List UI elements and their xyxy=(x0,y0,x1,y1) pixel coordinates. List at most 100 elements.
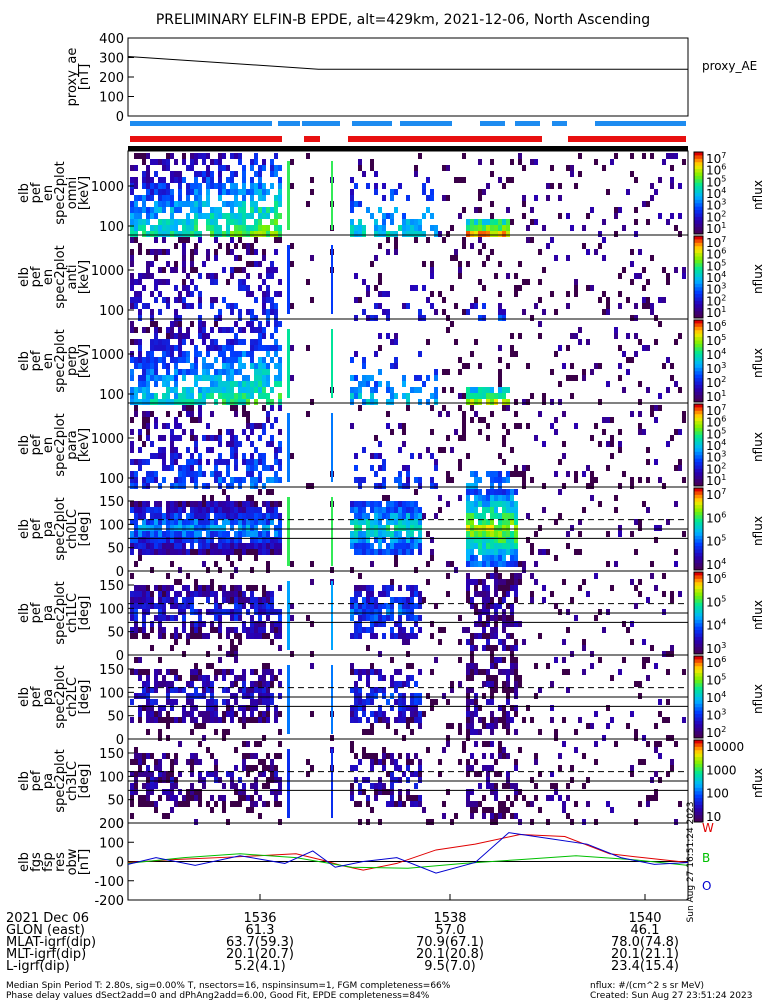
spec-cell xyxy=(222,297,226,303)
spec-cell xyxy=(350,531,354,537)
spec-cell xyxy=(590,495,594,501)
spec-cell xyxy=(278,399,282,405)
spec-cell xyxy=(182,705,186,711)
spec-cell xyxy=(262,159,266,165)
info-row-value-0-2: 1540 xyxy=(628,911,661,926)
spec-cell xyxy=(354,603,358,609)
spec-cell xyxy=(238,255,242,261)
spec-cell xyxy=(354,375,358,381)
spec-cell xyxy=(382,495,386,501)
colorbar-seg xyxy=(694,417,703,422)
spec-cell xyxy=(618,429,622,435)
spec-cell xyxy=(214,507,218,513)
colorbar-seg xyxy=(694,599,703,604)
spec-cell xyxy=(146,633,150,639)
spec-cell xyxy=(226,387,230,393)
spec-cell xyxy=(130,303,134,309)
spec-cell xyxy=(158,621,162,627)
spec-cell xyxy=(150,687,154,693)
spec-cell xyxy=(498,549,502,555)
spec-cell xyxy=(134,633,138,639)
spec-cell xyxy=(150,699,154,705)
spec-cell xyxy=(466,801,470,807)
spec-cell xyxy=(566,165,570,171)
spec-cell xyxy=(130,519,134,525)
spec-cell xyxy=(254,789,258,795)
spec-cell xyxy=(366,285,370,291)
colorbar-seg xyxy=(694,270,703,275)
spec-cell xyxy=(370,729,374,735)
spec-cell xyxy=(266,519,270,525)
spec-cell xyxy=(386,291,390,297)
spec-ylabel-7-3: spec2plot xyxy=(53,749,68,812)
spec-cell xyxy=(486,621,490,627)
spec-cell xyxy=(258,771,262,777)
spec-cell xyxy=(434,225,438,231)
spec-cell xyxy=(374,759,378,765)
spec-cell xyxy=(630,765,634,771)
spec-cell xyxy=(218,159,222,165)
spec-cell xyxy=(210,507,214,513)
spec-cell xyxy=(558,609,562,615)
spec-cell xyxy=(242,789,246,795)
colorbar-frame xyxy=(693,235,704,319)
spec-cell xyxy=(510,687,514,693)
spec-cell xyxy=(534,303,538,309)
spec-cell xyxy=(250,687,254,693)
spec-cell xyxy=(386,495,390,501)
spec-cell xyxy=(490,543,494,549)
spec-cell xyxy=(178,471,182,477)
spec-cell xyxy=(150,369,154,375)
spec-cell xyxy=(530,315,534,321)
spec-cell xyxy=(510,669,514,675)
spec-cell xyxy=(234,657,238,663)
spec-cell xyxy=(674,465,678,471)
spec-cell xyxy=(210,339,214,345)
spec-cell xyxy=(170,459,174,465)
spec-cell xyxy=(634,603,638,609)
footer: Median Spin Period T: 2.80s, sig=0.00% T… xyxy=(6,981,752,1000)
spec-cell xyxy=(490,597,494,603)
spec-cell xyxy=(434,375,438,381)
spec-cell xyxy=(470,663,474,669)
spec-cell xyxy=(206,633,210,639)
spec-cell xyxy=(378,603,382,609)
spec-cell xyxy=(278,537,282,543)
spec-cell xyxy=(190,291,194,297)
spec-cell xyxy=(210,609,214,615)
spec-cell xyxy=(162,249,166,255)
spec-cell xyxy=(274,339,278,345)
spec-cell xyxy=(198,711,202,717)
spec-ytick-label-3: 0 xyxy=(116,733,124,748)
spec-cell xyxy=(350,687,354,693)
spec-cell xyxy=(186,795,190,801)
spec-cell xyxy=(566,687,570,693)
spec-cell xyxy=(674,339,678,345)
spec-cell xyxy=(158,345,162,351)
spec-cell xyxy=(154,345,158,351)
spec-cell xyxy=(254,399,258,405)
spec-cell xyxy=(266,549,270,555)
spec-cell xyxy=(482,285,486,291)
spec-cell xyxy=(146,771,150,777)
spec-cell xyxy=(142,363,146,369)
spec-cell xyxy=(134,327,138,333)
spec-cell xyxy=(358,387,362,393)
spec-cell xyxy=(178,171,182,177)
spec-cell xyxy=(486,495,490,501)
spec-cell xyxy=(234,783,238,789)
spec-cell xyxy=(198,723,202,729)
spec-cell xyxy=(178,579,182,585)
spec-cell xyxy=(370,507,374,513)
spec-cell xyxy=(506,219,510,225)
spec-ytick-label-1: 100 xyxy=(99,770,124,785)
spec-cell xyxy=(250,321,254,327)
spec-cell xyxy=(534,783,538,789)
spec-ylabel-6-0: elb xyxy=(17,687,32,707)
spec-cell xyxy=(138,597,142,603)
spec-cell xyxy=(222,591,226,597)
colorbar-seg xyxy=(694,414,703,419)
spec-cell xyxy=(198,393,202,399)
spec-cell xyxy=(274,375,278,381)
spec-cell xyxy=(478,279,482,285)
